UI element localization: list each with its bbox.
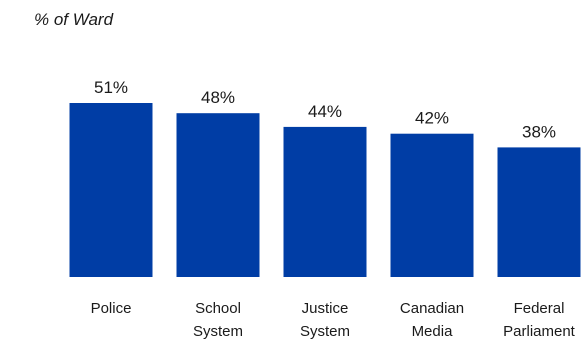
value-label-1: 48%	[201, 88, 235, 107]
category-label-3-line-1: Media	[412, 323, 454, 340]
bar-4	[497, 147, 581, 277]
category-label-0-line-0: Police	[91, 300, 132, 317]
category-label-2-line-0: Justice	[302, 300, 349, 317]
category-label-4-line-1: Parliament	[503, 323, 576, 340]
category-label-1-line-0: School	[195, 300, 241, 317]
category-label-2-line-1: System	[300, 323, 350, 340]
bars-layer	[69, 103, 581, 278]
chart-title: % of Ward	[34, 10, 114, 29]
bar-1	[176, 113, 260, 277]
category-label-4-line-0: Federal	[514, 300, 565, 317]
category-label-1-line-1: System	[193, 323, 243, 340]
bar-0	[69, 103, 153, 277]
bar-3	[390, 133, 474, 277]
value-label-4: 38%	[522, 122, 556, 141]
labels-layer: 51% Police 48% School System 44% Justice System…	[91, 78, 576, 340]
category-label-3-line-0: Canadian	[400, 300, 464, 317]
value-label-0: 51%	[94, 78, 128, 97]
value-label-2: 44%	[308, 102, 342, 121]
value-label-3: 42%	[415, 109, 449, 128]
bar-2	[283, 126, 367, 278]
